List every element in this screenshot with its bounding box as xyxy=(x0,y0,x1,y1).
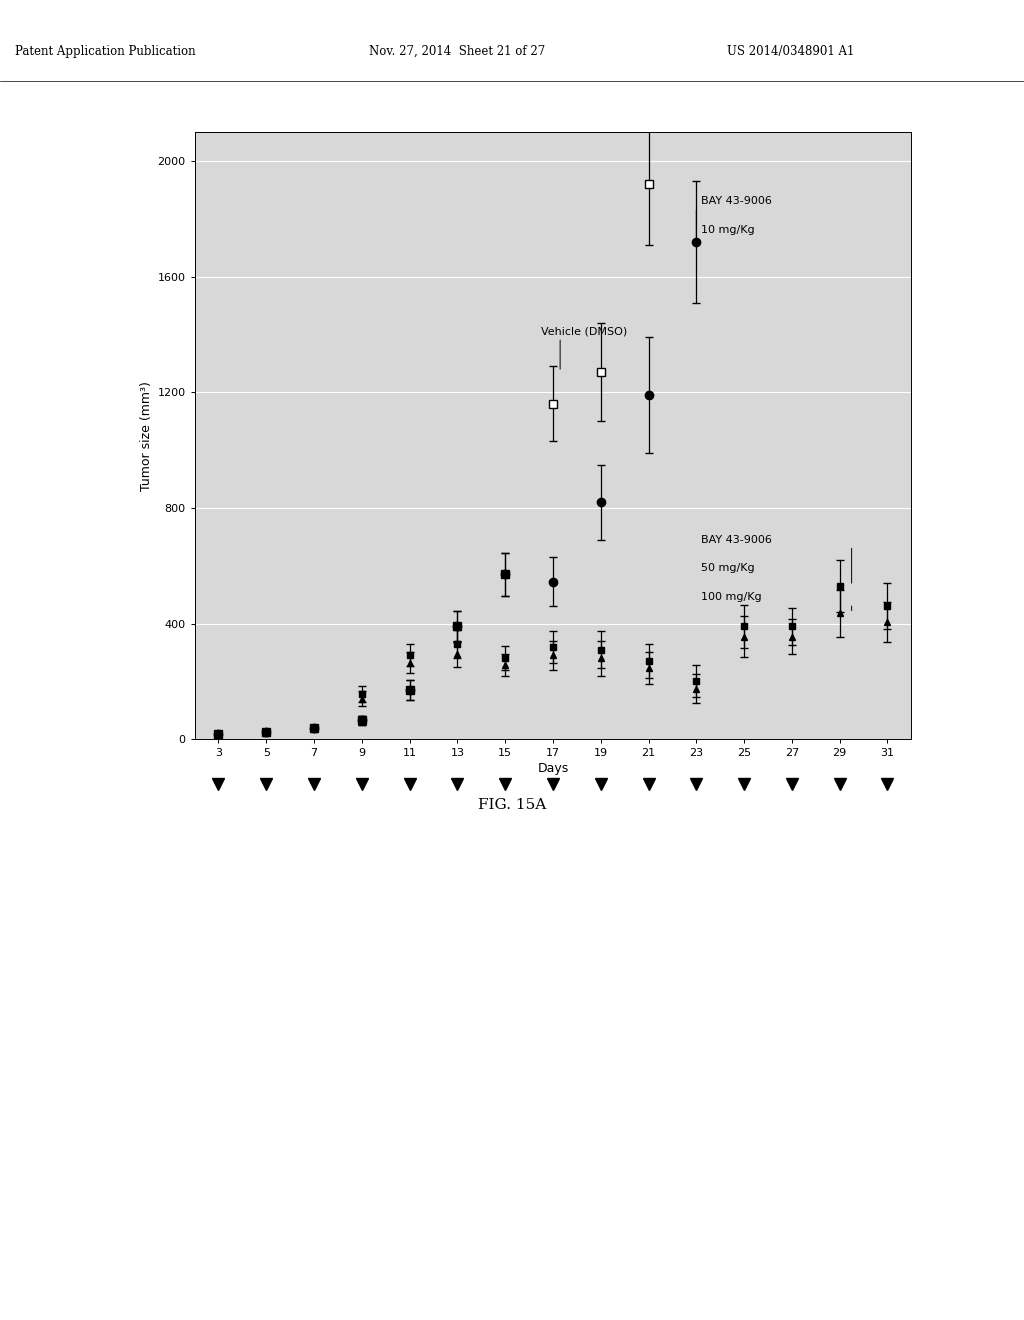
Text: Patent Application Publication: Patent Application Publication xyxy=(15,45,196,58)
Text: BAY 43-9006: BAY 43-9006 xyxy=(701,197,772,206)
X-axis label: Days: Days xyxy=(538,763,568,775)
Text: 100 mg/Kg: 100 mg/Kg xyxy=(701,593,762,602)
Text: 50 mg/Kg: 50 mg/Kg xyxy=(701,564,755,573)
Text: FIG. 15A: FIG. 15A xyxy=(478,799,546,812)
Text: Vehicle (DMSO): Vehicle (DMSO) xyxy=(541,326,628,337)
Text: Nov. 27, 2014  Sheet 21 of 27: Nov. 27, 2014 Sheet 21 of 27 xyxy=(369,45,545,58)
Text: US 2014/0348901 A1: US 2014/0348901 A1 xyxy=(727,45,854,58)
Text: BAY 43-9006: BAY 43-9006 xyxy=(701,535,772,545)
Y-axis label: Tumor size (mm³): Tumor size (mm³) xyxy=(140,380,154,491)
Text: 10 mg/Kg: 10 mg/Kg xyxy=(701,226,755,235)
